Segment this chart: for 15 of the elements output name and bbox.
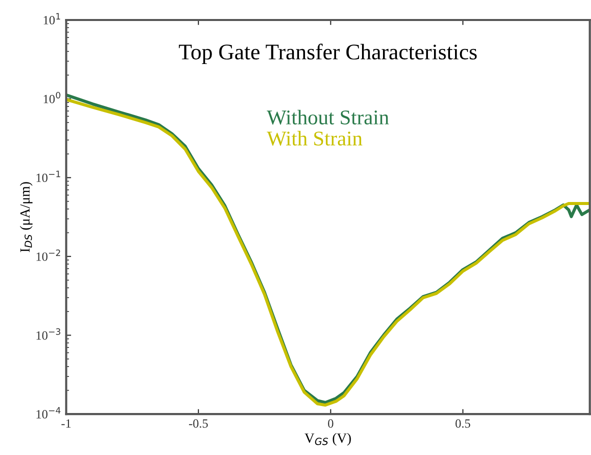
- x-tick-label: 0.5: [456, 419, 470, 428]
- y-tick-label: 10$^{0}$: [44, 92, 60, 104]
- y-tick-label: 10$^{−3}$: [36, 328, 60, 340]
- text: Without Strain: [266, 110, 389, 125]
- x-tick-label: 0: [328, 419, 334, 428]
- text: Top Gate Transfer Characteristics: [178, 44, 477, 64]
- y-tick-label: 10$^{1}$: [44, 13, 60, 24]
- x-tick-label: -0.5: [188, 419, 208, 428]
- x-axis-title: V$_{GS}$ (V): [304, 433, 351, 446]
- y-tick-label: 10$^{−1}$: [36, 170, 60, 182]
- x-tick-label: -1: [61, 419, 71, 428]
- y-axis-title: I$_{DS}$ (μA/μm): [20, 182, 33, 252]
- y-tick-label: 10$^{−4}$: [36, 407, 60, 418]
- text: With Strain: [266, 130, 362, 146]
- y-tick-label: 10$^{−2}$: [36, 249, 60, 261]
